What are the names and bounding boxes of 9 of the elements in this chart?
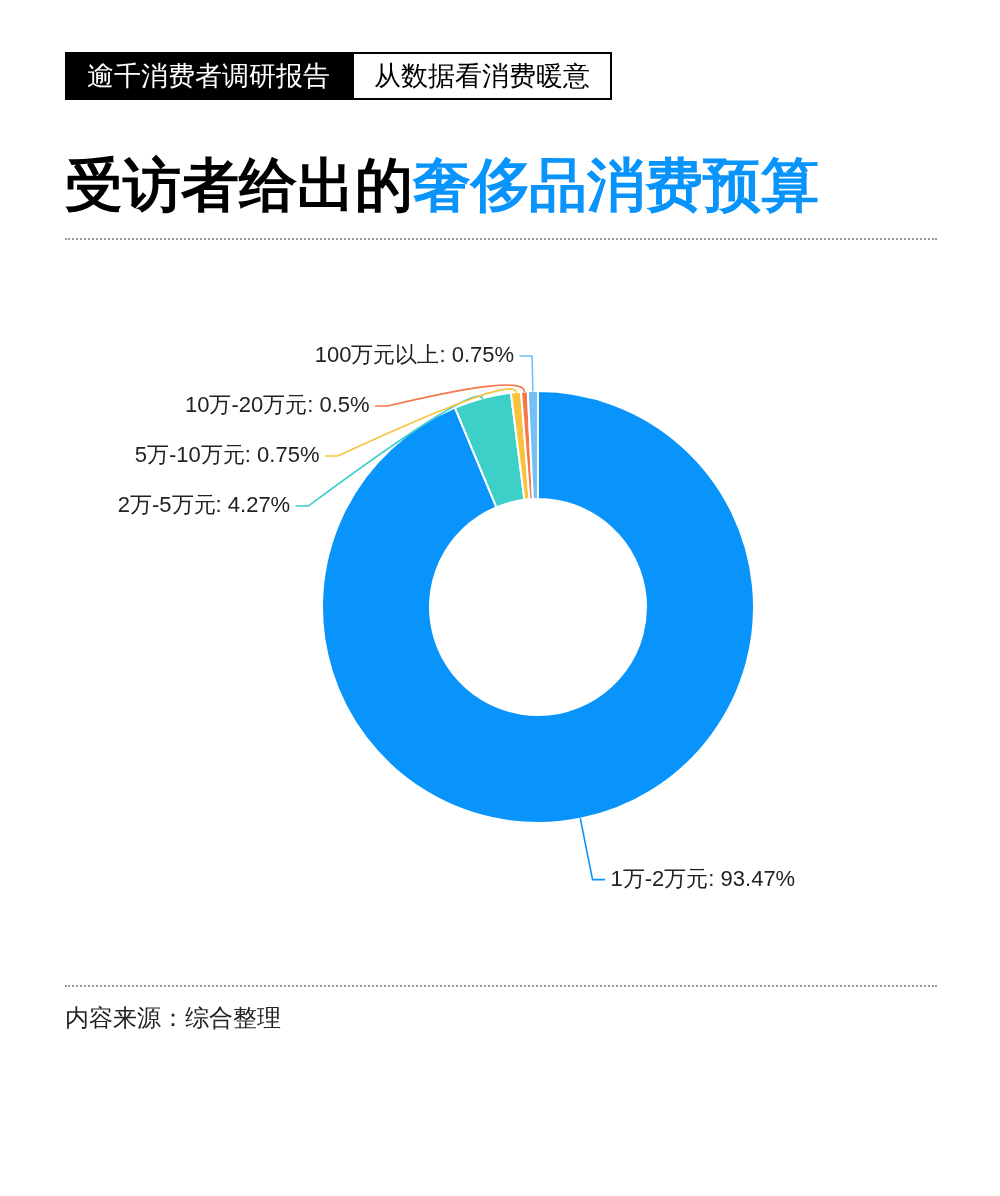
slice-label: 100万元以上: 0.75%: [314, 342, 515, 368]
chart-title: 受访者给出的奢侈品消费预算: [65, 152, 819, 217]
text: 逾千消费者调研报告: [65, 52, 352, 100]
slice-label: 5万-10万元: 0.75%: [134, 442, 320, 468]
text: 内容来源：综合整理: [65, 1003, 281, 1033]
slice-label: 10万-20万元: 0.5%: [184, 392, 370, 418]
text: 从数据看消费暖意: [352, 52, 612, 100]
slice-label: 2万-5万元: 4.27%: [117, 492, 291, 518]
slice-label: 1万-2万元: 93.47%: [610, 865, 796, 891]
